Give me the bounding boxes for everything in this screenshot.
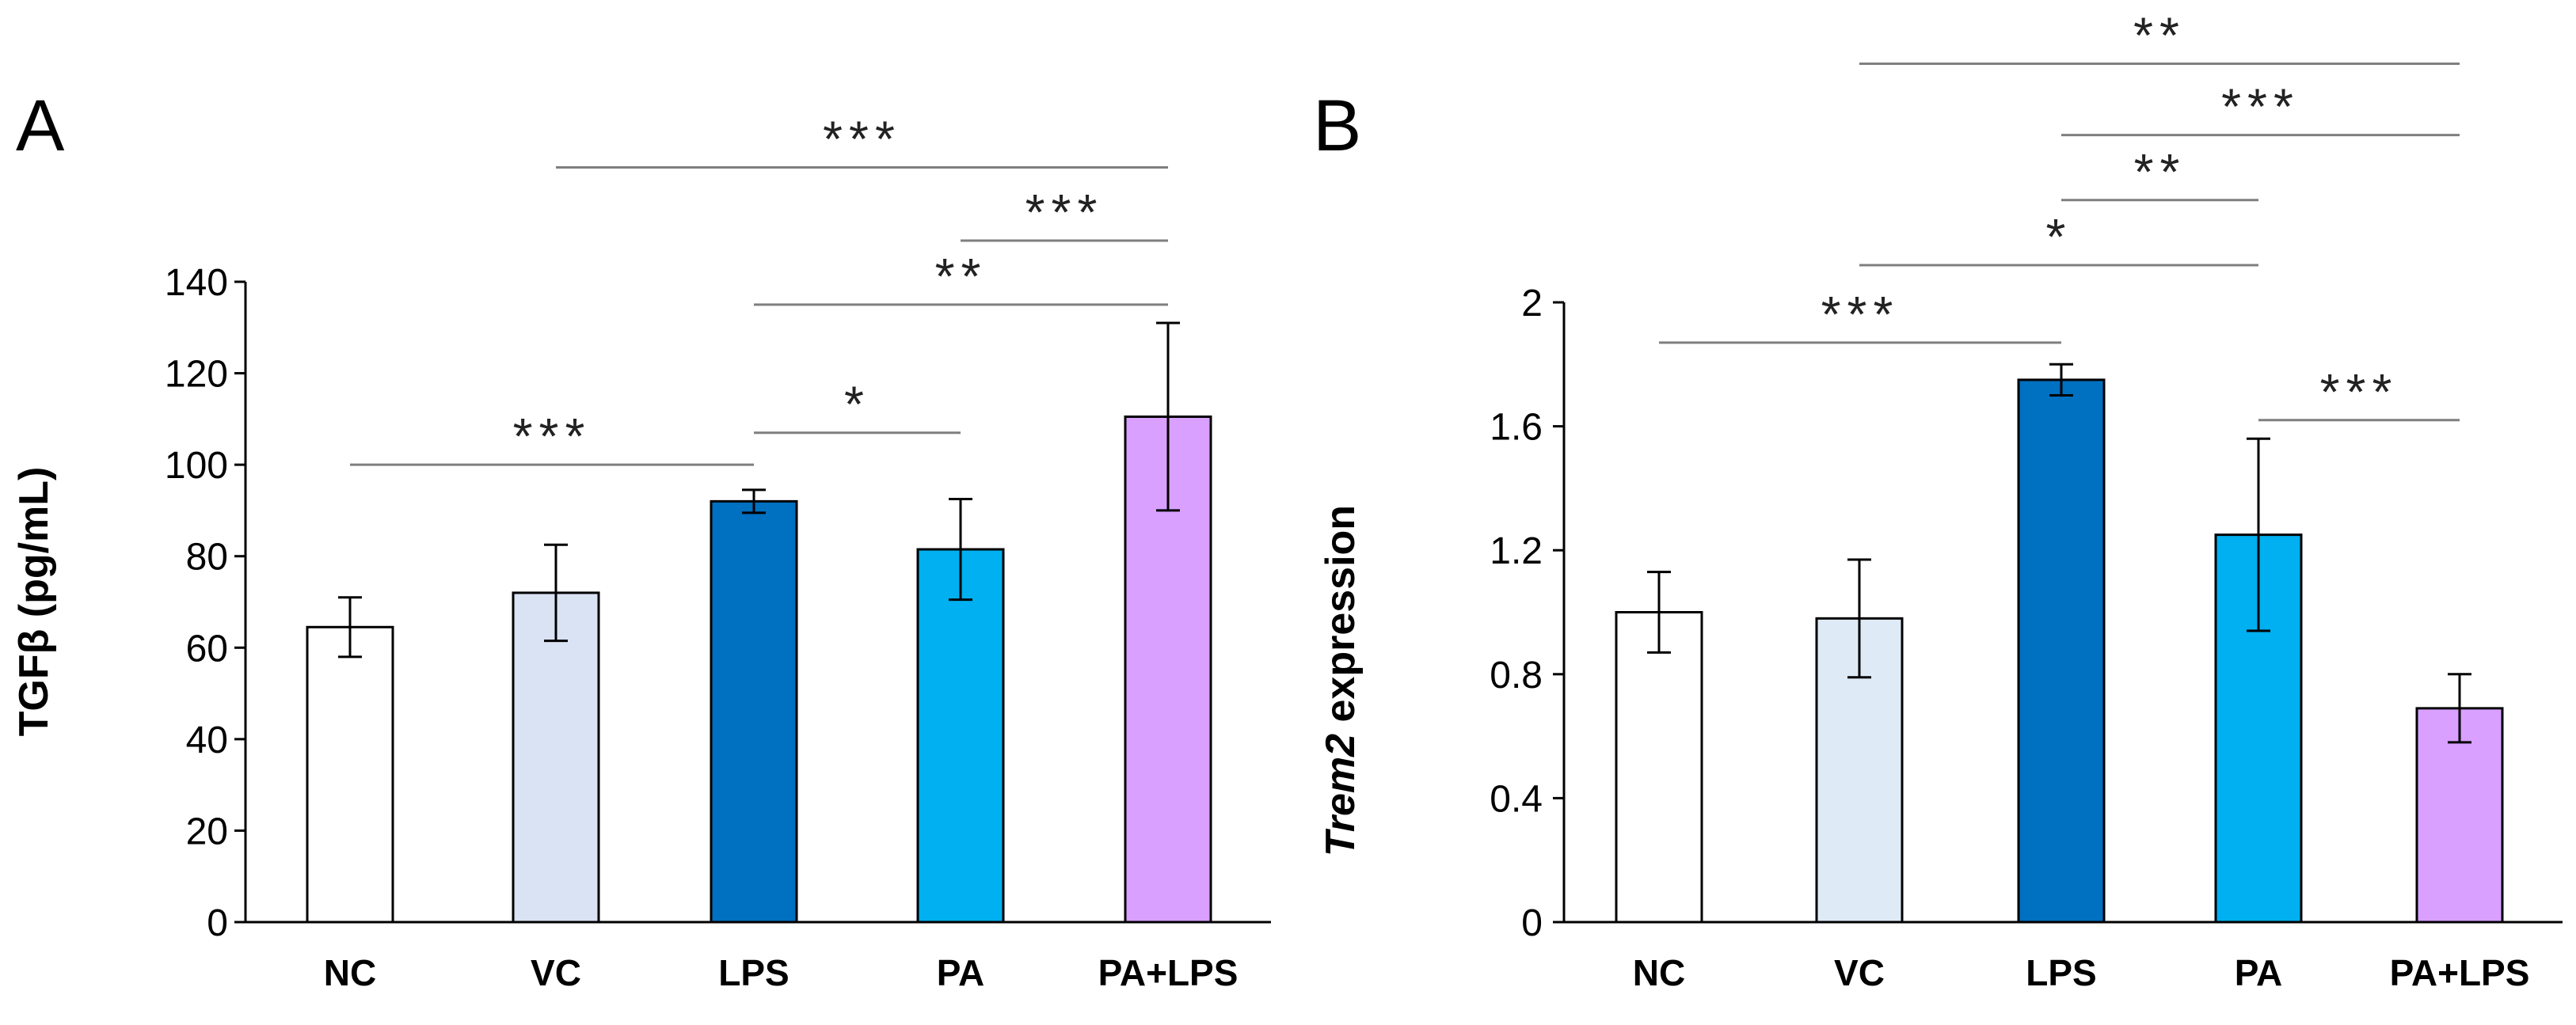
x-tick-label: VC	[1834, 952, 1885, 993]
y-axis-title-part: Trem2	[1318, 734, 1364, 856]
panel-letter: B	[1313, 85, 1361, 166]
panel-letter: A	[16, 85, 65, 166]
bar-nc	[1615, 611, 1703, 924]
y-axis-title-part: expression	[1318, 505, 1364, 734]
y-tick-label: 0.4	[1490, 778, 1543, 820]
significance-label: ***	[1025, 184, 1104, 241]
y-tick-label: 20	[186, 811, 228, 852]
x-tick-label: LPS	[2026, 952, 2096, 993]
x-tick-label: PA+LPS	[2390, 952, 2530, 993]
significance-label: *	[844, 376, 870, 433]
x-tick-label: NC	[1633, 952, 1685, 993]
significance-label: *	[2046, 208, 2072, 265]
y-tick-label: 1.6	[1490, 407, 1543, 449]
y-tick-label: 0	[1521, 902, 1543, 944]
bar-lps	[2017, 378, 2106, 924]
significance-label: **	[2134, 143, 2186, 200]
x-tick-label: NC	[324, 952, 376, 993]
bar-lps	[710, 499, 798, 924]
y-tick-label: 140	[165, 262, 228, 304]
x-tick-label: VC	[531, 952, 581, 993]
x-tick-label: PA	[2235, 952, 2283, 993]
bar-vc	[512, 591, 600, 924]
panel-b: B Trem2 expression 0 0.4 0.8 1.2 1.6 2 NC VC LPS PA…	[1313, 7, 2563, 993]
significance-label: ***	[1821, 286, 1900, 343]
y-tick-label: 100	[165, 445, 228, 487]
bar-nc	[306, 625, 394, 924]
y-tick-label: 0	[207, 902, 228, 944]
significance-label: ***	[513, 408, 592, 465]
bar-pa-lps	[2415, 707, 2504, 924]
x-tick-label: LPS	[718, 952, 789, 993]
x-tick-label: PA	[937, 952, 985, 993]
y-tick-label: 0.8	[1490, 655, 1543, 697]
y-tick-label: 60	[186, 628, 228, 670]
significance-label: ***	[823, 111, 901, 168]
y-axis-title-part: TGFβ (pg/mL)	[11, 467, 57, 737]
y-tick-label: 1.2	[1490, 530, 1543, 572]
y-tick-label: 2	[1521, 283, 1543, 325]
y-tick-label: 80	[186, 537, 228, 579]
significance-label: **	[935, 248, 987, 305]
significance-label: ***	[2221, 78, 2300, 135]
y-axis-title: Trem2 expression	[1318, 505, 1364, 856]
significance-label: ***	[2320, 363, 2399, 420]
panel-a: A TGFβ (pg/mL) 0 20 40 60 80 100 120 140 NC VC LPS PA…	[11, 85, 1271, 993]
y-tick-label: 120	[165, 354, 228, 396]
bar-pa	[916, 548, 1005, 924]
y-axis-title: TGFβ (pg/mL)	[11, 467, 57, 737]
y-tick-label: 40	[186, 719, 228, 761]
significance-label: **	[2133, 7, 2186, 64]
x-tick-label: PA+LPS	[1098, 952, 1239, 993]
